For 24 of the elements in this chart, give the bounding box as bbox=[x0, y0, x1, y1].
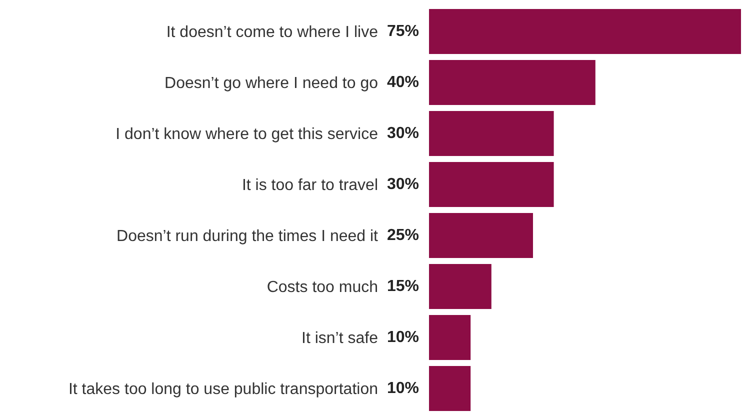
y-tick-label: Doesn’t run during the times I need it bbox=[116, 228, 379, 246]
bar bbox=[429, 162, 554, 207]
y-tick-label: It isn’t safe bbox=[302, 330, 378, 348]
y-tick-label: Doesn’t go where I need to go bbox=[164, 75, 378, 92]
data-label: 25% bbox=[387, 227, 420, 244]
bar bbox=[429, 213, 533, 258]
y-tick-label: It is too far to travel bbox=[242, 177, 378, 194]
data-label: 30% bbox=[387, 125, 420, 142]
y-tick-label: It takes too long to use public transportation bbox=[68, 381, 378, 398]
bar bbox=[429, 9, 741, 54]
data-label: 75% bbox=[387, 23, 420, 40]
y-tick-label: Costs too much bbox=[266, 279, 378, 296]
data-label: 40% bbox=[387, 74, 420, 91]
data-label: 10% bbox=[387, 329, 420, 346]
bar bbox=[429, 315, 471, 360]
bar bbox=[429, 111, 554, 156]
bar bbox=[429, 366, 471, 411]
data-label: 10% bbox=[387, 380, 420, 397]
y-tick-label: It doesn’t come to where I live bbox=[166, 24, 378, 42]
data-label: 15% bbox=[387, 278, 420, 295]
bar bbox=[429, 60, 596, 105]
data-label: 30% bbox=[387, 176, 420, 193]
y-tick-label: I don’t know where to get this service bbox=[116, 126, 378, 144]
bar bbox=[429, 264, 492, 309]
